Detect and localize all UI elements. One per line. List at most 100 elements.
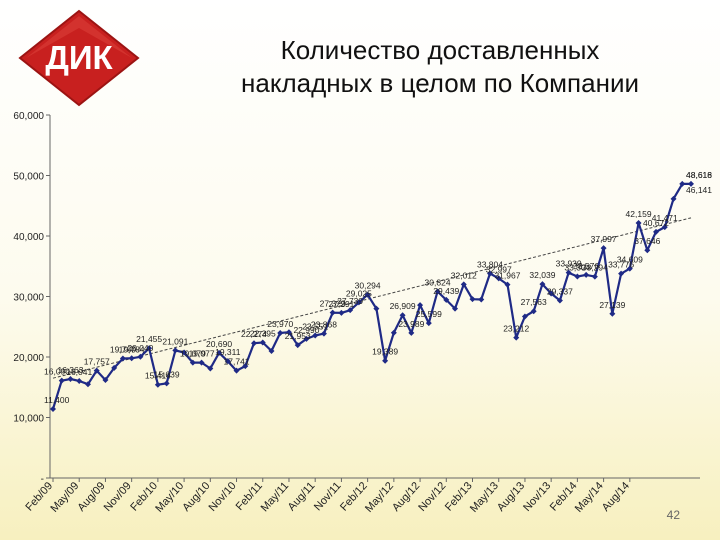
- data-point-marker: [320, 330, 327, 337]
- data-point-marker: [495, 275, 502, 282]
- data-point-marker: [452, 305, 459, 312]
- data-label: 27,739: [337, 296, 363, 306]
- x-tick-label: Aug/11: [286, 480, 318, 513]
- data-label: 16,090: [44, 367, 70, 377]
- data-label: 21,091: [162, 336, 188, 346]
- data-point-marker: [347, 307, 354, 314]
- data-label: 32,039: [529, 270, 555, 280]
- data-point-marker: [688, 180, 694, 187]
- slide-title: Количество доставленных накладных в цело…: [200, 34, 680, 100]
- data-point-marker: [661, 224, 668, 231]
- data-label: 30,824: [425, 278, 451, 288]
- data-point-marker: [443, 296, 450, 303]
- data-point-marker: [373, 305, 380, 312]
- company-logo: ДИК: [18, 9, 140, 107]
- x-tick-label: Aug/09: [75, 480, 107, 514]
- data-point-marker: [50, 406, 56, 413]
- data-label: 40,672: [643, 218, 669, 228]
- data-point-marker: [76, 377, 83, 384]
- data-label: 19,079: [180, 349, 206, 359]
- data-label: 19,311: [215, 347, 241, 357]
- data-point-marker: [111, 364, 118, 371]
- data-point-marker: [154, 381, 161, 388]
- data-label: 33,304: [564, 263, 590, 273]
- slide-title-line2: накладных в целом по Компании: [241, 68, 639, 98]
- data-point-marker: [434, 288, 441, 295]
- data-point-marker: [312, 332, 319, 339]
- data-label: 23,989: [398, 319, 424, 329]
- data-point-marker: [181, 349, 188, 356]
- data-point-marker: [242, 363, 249, 370]
- x-tick-label: May/14: [573, 480, 606, 515]
- x-tick-label: Nov/13: [521, 480, 553, 514]
- data-point-marker: [530, 308, 537, 315]
- x-tick-label: May/13: [468, 480, 501, 515]
- x-tick-label: Aug/13: [495, 480, 527, 514]
- data-labels-group: 11,400 16,09016,36316,04117,75719,76019,7…: [44, 170, 712, 405]
- data-point-marker: [644, 247, 651, 254]
- data-point-marker: [268, 347, 275, 354]
- data-point-marker: [679, 180, 686, 187]
- data-point-marker: [303, 335, 310, 342]
- data-label: 23,868: [311, 320, 337, 330]
- data-label: 33,576: [573, 261, 599, 271]
- data-point-marker: [338, 309, 345, 316]
- data-point-marker: [285, 329, 292, 336]
- data-point-marker: [329, 309, 336, 316]
- data-point-marker: [224, 358, 231, 365]
- y-tick-label: 50,000: [13, 172, 44, 183]
- data-point-marker: [556, 297, 563, 304]
- data-point-marker: [93, 367, 100, 374]
- slide-title-line1: Количество доставленных: [280, 35, 600, 65]
- data-label: 33,776: [608, 260, 634, 270]
- data-label: 20,040: [127, 343, 153, 353]
- data-point-marker: [635, 219, 642, 226]
- data-label: 20,690: [206, 339, 232, 349]
- page-number: 42: [666, 508, 680, 522]
- data-label: 48,618: [686, 170, 712, 180]
- data-point-marker: [58, 377, 65, 384]
- data-point-marker: [146, 345, 153, 352]
- data-point-marker: [294, 342, 301, 349]
- data-point-marker: [670, 195, 677, 202]
- data-label: 33,804: [477, 259, 503, 269]
- data-point-marker: [504, 281, 511, 288]
- logo-diamond: [18, 9, 140, 107]
- y-tick-label: 60,000: [13, 111, 44, 122]
- chart-y-ticks: - 10,000 20,000 30,000 40,000 50,000 60,000: [13, 111, 50, 485]
- data-label: 16,041: [66, 367, 92, 377]
- data-point-marker: [198, 359, 205, 366]
- data-point-marker: [207, 365, 214, 372]
- data-label: 21,455: [136, 334, 162, 344]
- data-label: 17,757: [84, 357, 110, 367]
- data-point-marker: [233, 367, 240, 374]
- data-label: 11,400: [44, 395, 70, 405]
- data-point-marker: [478, 296, 485, 303]
- data-label: 42,159: [626, 209, 652, 219]
- data-point-marker: [417, 302, 424, 309]
- x-tick-label: Aug/12: [390, 480, 422, 514]
- data-point-marker: [172, 347, 179, 354]
- data-point-marker: [539, 281, 546, 288]
- data-point-marker: [653, 228, 660, 235]
- data-label: 15,639: [154, 369, 180, 379]
- data-point-marker: [591, 273, 598, 280]
- data-point-marker: [67, 376, 74, 383]
- x-tick-label: Aug/14: [600, 480, 632, 514]
- data-label: 17,741: [224, 357, 250, 367]
- y-tick-label: 10,000: [13, 414, 44, 425]
- data-label: 19,760: [110, 344, 136, 354]
- y-tick-label: -: [41, 474, 44, 485]
- data-point-marker: [259, 339, 266, 346]
- data-point-marker: [408, 329, 415, 336]
- data-point-marker: [216, 349, 223, 356]
- x-tick-label: May/12: [363, 480, 396, 515]
- data-label: 34,609: [617, 255, 643, 265]
- data-label: 19,389: [372, 347, 398, 357]
- data-point-marker: [574, 273, 581, 280]
- data-label: 29,337: [547, 287, 573, 297]
- data-label: 19,077: [189, 349, 215, 359]
- data-point-marker: [277, 329, 284, 336]
- data-point-marker: [609, 310, 616, 317]
